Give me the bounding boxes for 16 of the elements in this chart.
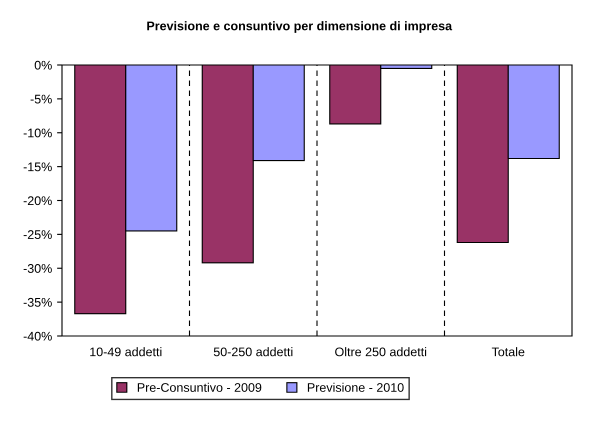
chart-title: Previsione e consuntivo per dimensione di impresa [147, 21, 452, 33]
legend-label: Pre-Consuntivo - 2009 [138, 382, 262, 392]
y-tick-label: -10% [24, 128, 52, 138]
x-tick-label: 50-250 addetti [214, 347, 292, 356]
x-tick-label: Oltre 250 addetti [335, 347, 426, 356]
y-tick-label: -15% [24, 162, 52, 172]
y-tick-label: -5% [30, 94, 52, 104]
y-tick-label: -20% [24, 196, 52, 206]
legend-label: Previsione - 2010 [308, 382, 404, 392]
y-tick-label: -25% [24, 230, 52, 240]
y-tick-label: 0% [34, 60, 52, 70]
y-tick-label: -30% [24, 264, 52, 273]
x-tick-label: Totale [492, 347, 524, 356]
x-tick-label: 10-49 addetti [90, 347, 162, 356]
y-tick-label: -40% [24, 332, 52, 341]
y-tick-label: -35% [24, 298, 52, 307]
